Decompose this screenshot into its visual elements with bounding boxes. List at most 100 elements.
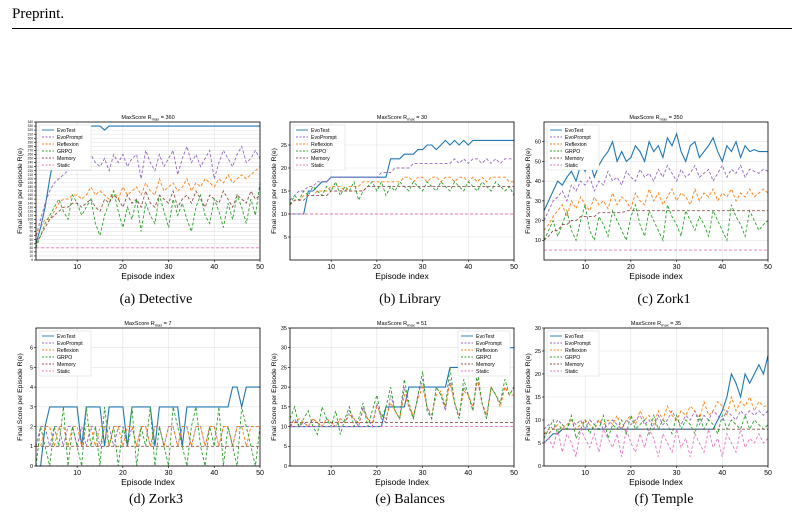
x-tick-label: 50	[510, 470, 518, 477]
legend-box	[457, 330, 511, 377]
y-tick-label: 190	[28, 181, 34, 185]
y-tick-label: 0	[538, 464, 541, 470]
y-tick-label: 0	[30, 464, 33, 470]
legend-label-reflexion: Reflexion	[57, 142, 79, 148]
series-line-evotest	[36, 386, 260, 467]
legend: EvoTestEvoPromptReflexionGRPOMemoryStati…	[292, 124, 346, 171]
caption-temple: (f) Temple	[634, 492, 694, 507]
chart-detective: 0102030405060708090100110120130140150160…	[17, 115, 264, 281]
y-tick-label: 200	[28, 177, 34, 181]
legend-box	[292, 124, 346, 171]
x-tick-label: 50	[764, 470, 772, 477]
series-line-evotest	[543, 355, 769, 444]
x-tick-label: 30	[165, 470, 173, 477]
x-tick-label: 50	[256, 264, 264, 271]
y-tick-label: 220	[28, 169, 34, 173]
legend: EvoTestEvoPromptReflexionGRPOMemoryStati…	[457, 330, 511, 377]
legend-label-memory: Memory	[57, 156, 76, 162]
legend-label-reflexion: Reflexion	[311, 142, 333, 148]
x-tick-label: 50	[256, 470, 264, 477]
chart-title: MaxScore Rmax = 350	[629, 115, 682, 122]
y-axis-label: Final Score per Episode R(e)	[17, 353, 24, 441]
x-tick-label: 40	[464, 264, 472, 271]
x-tick-label: 50	[764, 264, 772, 271]
x-tick-label: 40	[210, 264, 218, 271]
y-tick-label: 20	[535, 372, 541, 378]
series-line-reflexion	[289, 176, 514, 206]
y-tick-label: 140	[28, 201, 34, 205]
legend-box	[38, 124, 92, 171]
series-line-reflexion	[289, 379, 514, 428]
legend-label-memory: Memory	[565, 156, 584, 162]
y-tick-label: 230	[28, 165, 34, 169]
chart-zork3: 0 1 2 3 4 5 6 10 20 30 40 50 MaxScore Rmax = 7 Episod…	[17, 321, 264, 487]
y-tick-label: 290	[28, 140, 34, 144]
legend-label-evotest: EvoTest	[565, 128, 584, 134]
y-tick-label: 3	[30, 405, 33, 411]
legend-label-static: Static	[565, 369, 578, 375]
x-tick-label: 10	[581, 264, 589, 271]
x-axis-label: Episode index	[375, 271, 429, 281]
legend-label-grpo: GRPO	[565, 355, 580, 361]
legend-label-evotest: EvoTest	[476, 334, 495, 340]
y-tick-label: 100	[28, 218, 34, 222]
legend-label-memory: Memory	[311, 156, 330, 162]
series-line-reflexion	[543, 395, 768, 435]
series-line-memory	[289, 185, 514, 206]
y-tick-label: 20	[29, 250, 33, 254]
series-line-grpo	[35, 406, 261, 467]
grid	[36, 121, 261, 261]
y-tick-label: 10	[535, 418, 541, 424]
x-tick-label: 30	[419, 470, 427, 477]
x-tick-label: 20	[373, 470, 381, 477]
chart-zork1: 10 20 30 40 50 60 10 20 30 40 50 MaxScore Rmax = 35…	[525, 115, 772, 281]
legend-label-evoprompt: EvoPrompt	[311, 135, 337, 141]
y-tick-label: 10	[281, 212, 287, 218]
legend-label-reflexion: Reflexion	[565, 142, 587, 148]
y-tick-label: 30	[535, 326, 541, 332]
legend-label-memory: Memory	[57, 362, 76, 368]
y-tick-label: 30	[29, 246, 33, 250]
y-tick-label: 210	[28, 173, 34, 177]
legend-label-static: Static	[57, 369, 70, 375]
legend-label-memory: Memory	[476, 362, 495, 368]
y-tick-label: 260	[28, 153, 34, 157]
x-tick-label: 20	[119, 264, 127, 271]
x-axis-label: Episode Index	[629, 477, 684, 487]
series-line-grpo	[289, 367, 515, 436]
legend-label-static: Static	[57, 163, 70, 169]
chart-title: MaxScore Rmax = 30	[377, 115, 427, 122]
y-tick-label: 5	[284, 444, 287, 450]
y-tick-label: 240	[28, 161, 34, 165]
legend-label-grpo: GRPO	[57, 149, 72, 155]
legend-label-evoprompt: EvoPrompt	[476, 341, 502, 347]
y-tick-label: 15	[281, 405, 287, 411]
y-tick-label: 30	[535, 199, 541, 205]
y-axis-label: Final Score per Episode R(e)	[271, 353, 278, 441]
y-axis-label: Final score per episode R(e)	[271, 148, 278, 234]
y-tick-label: 310	[28, 132, 34, 136]
y-tick-label: 1	[30, 444, 33, 450]
legend-label-evotest: EvoTest	[565, 334, 584, 340]
legend-box	[546, 124, 600, 171]
y-tick-label: 0	[31, 258, 33, 262]
y-tick-label: 90	[29, 222, 33, 226]
legend-label-reflexion: Reflexion	[565, 348, 587, 354]
legend-label-evoprompt: EvoPrompt	[57, 135, 83, 141]
y-tick-label: 15	[535, 395, 541, 401]
x-tick-label: 20	[627, 470, 635, 477]
y-tick-label: 15	[281, 189, 287, 195]
y-tick-label: 20	[535, 218, 541, 224]
plot-frame	[289, 327, 515, 467]
y-tick-label: 160	[28, 193, 34, 197]
series-line-evoprompt	[543, 409, 769, 431]
caption-detective: (a) Detective	[119, 292, 193, 307]
x-tick-label: 30	[165, 264, 173, 271]
x-tick-label: 40	[718, 470, 726, 477]
y-tick-label: 25	[281, 365, 287, 371]
y-tick-label: 70	[29, 230, 33, 234]
y-tick-label: 4	[30, 385, 33, 391]
y-axis-label: Final score per episode R(e)	[17, 148, 24, 234]
x-tick-label: 10	[327, 470, 335, 477]
plot-frame	[35, 327, 261, 467]
